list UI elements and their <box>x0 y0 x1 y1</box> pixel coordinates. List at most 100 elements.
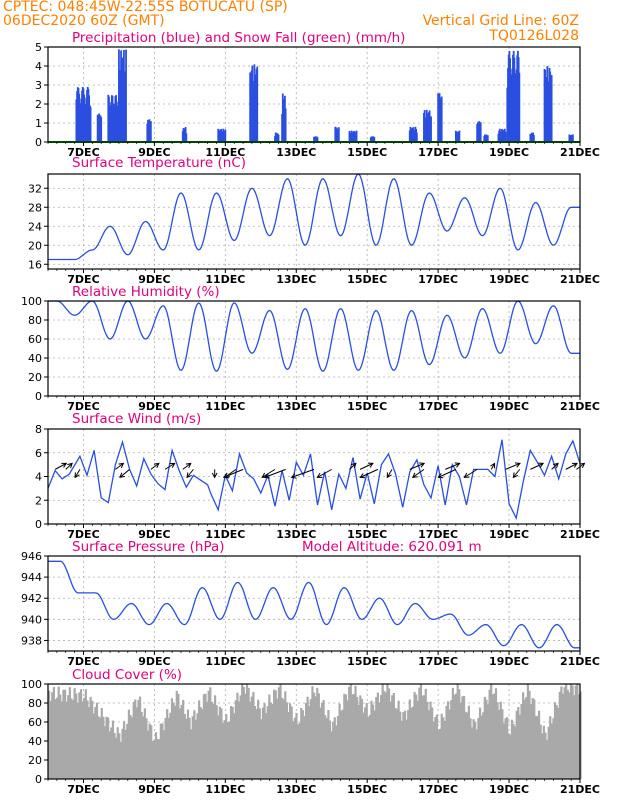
cloud-bar <box>296 724 300 779</box>
pres-ytick-label: 940 <box>21 613 42 626</box>
precip-bar <box>256 66 259 142</box>
cloud-bar <box>252 692 255 779</box>
cloud-xtick-label: 13DEC <box>276 783 316 796</box>
cloud-bar <box>191 716 194 779</box>
cloud-bar <box>244 693 247 779</box>
wind-arrow <box>182 462 192 470</box>
cloud-bar <box>143 708 146 779</box>
cloud-bar <box>228 721 231 779</box>
header-model-id: TQ0126L028 <box>488 28 579 44</box>
pres-xtick-label: 17DEC <box>418 655 458 668</box>
rh-frame <box>47 300 581 397</box>
cloud-bar <box>290 706 293 779</box>
cloud-bar <box>343 693 346 779</box>
cloud-bar <box>541 733 544 779</box>
cloud-bar <box>263 703 266 779</box>
rh-ytick-label: 60 <box>28 333 42 346</box>
cloud-bar <box>121 728 124 779</box>
wind-xtick-label: 7DEC <box>67 528 99 541</box>
rh-ytick-label: 40 <box>28 352 42 365</box>
cloud-bar <box>67 695 70 779</box>
cloud-bar <box>166 709 169 779</box>
cloud-bar <box>485 699 488 779</box>
cloud-bar <box>423 695 426 779</box>
cloud-bar <box>510 719 514 779</box>
cloud-bar <box>274 690 277 779</box>
rh-ytick-label: 20 <box>28 371 42 384</box>
precip-ytick-label: 4 <box>35 60 42 73</box>
cloud-bar <box>344 694 348 779</box>
cloud-bar <box>408 699 411 779</box>
cloud-bar <box>324 715 327 779</box>
cloud-bar <box>545 739 549 779</box>
cloud-xtick-label: 9DEC <box>138 783 170 796</box>
cloud-bar <box>78 692 81 779</box>
wind-arrow <box>464 468 478 478</box>
precip-xtick-label: 21DEC <box>560 146 600 159</box>
cloud-bar <box>488 689 491 779</box>
cloud-bar <box>443 720 447 779</box>
cloud-bar <box>340 710 343 779</box>
cloud-bar <box>76 702 79 779</box>
cloud-bar <box>279 684 282 779</box>
cloud-bar <box>502 723 506 779</box>
cloud-bar <box>49 701 52 779</box>
wind-arrow <box>412 468 425 478</box>
rh-xtick-label: 15DEC <box>347 400 387 413</box>
cloud-bar <box>552 718 555 779</box>
cloud-bar <box>175 690 178 779</box>
cloud-bar <box>435 714 439 779</box>
cloud-bar <box>528 690 531 779</box>
cloud-bar <box>351 694 354 779</box>
cloud-bar <box>129 714 132 779</box>
cloud-cover-title: Cloud Cover (%) <box>72 667 182 683</box>
wind-ytick-label: 0 <box>35 518 42 531</box>
cloud-bar <box>73 688 76 779</box>
cloud-bar <box>103 726 107 779</box>
cloud-bar <box>284 691 287 779</box>
wind-arrow <box>150 462 160 470</box>
wind-arrow-head <box>579 462 586 469</box>
precip-xtick-label: 15DEC <box>347 146 387 159</box>
pressure-title: Surface Pressure (hPa) <box>72 539 225 555</box>
cloud-bar <box>134 699 137 779</box>
temp-xtick-label: 17DEC <box>418 273 458 286</box>
wind-ytick-label: 4 <box>35 471 42 484</box>
cloud-bar <box>159 723 162 779</box>
cloud-bar <box>110 727 113 779</box>
cloud-bar <box>312 692 316 779</box>
cloud-bar <box>472 719 475 779</box>
cloud-bar <box>375 697 378 779</box>
cloud-bar <box>464 711 467 779</box>
cloud-bar <box>60 701 63 779</box>
precip-bar <box>224 129 227 142</box>
cloud-bar <box>450 700 453 779</box>
cloud-bar <box>462 695 466 779</box>
cloud-bar <box>392 693 395 779</box>
precip-bar <box>415 132 418 142</box>
wind-arrow <box>119 468 130 478</box>
temp-ytick-label: 20 <box>28 239 42 252</box>
cloud-bar <box>59 694 62 779</box>
cloud-bar <box>162 730 166 779</box>
cloud-bar <box>421 695 424 779</box>
rh-xtick-label: 9DEC <box>138 400 170 413</box>
cloud-bar <box>115 737 118 779</box>
cloud-bar <box>525 696 528 779</box>
temp-xtick-label: 13DEC <box>276 273 316 286</box>
cloud-bar <box>391 695 394 779</box>
cloud-bar <box>357 704 360 779</box>
cloud-xtick-label: 15DEC <box>347 783 387 796</box>
precip-frame <box>47 46 581 143</box>
cloud-bar <box>217 715 220 779</box>
cloud-bar <box>269 702 273 779</box>
cloud-bar <box>494 688 498 779</box>
cloud-bar <box>573 695 576 779</box>
wind-arrow-head <box>386 472 392 479</box>
cloud-bar <box>145 718 148 779</box>
precip-ytick-label: 3 <box>35 79 42 92</box>
cloud-bar <box>215 705 218 779</box>
cloud-bar <box>170 698 174 779</box>
pres-xtick-label: 13DEC <box>276 655 316 668</box>
cloud-bar <box>301 710 304 779</box>
